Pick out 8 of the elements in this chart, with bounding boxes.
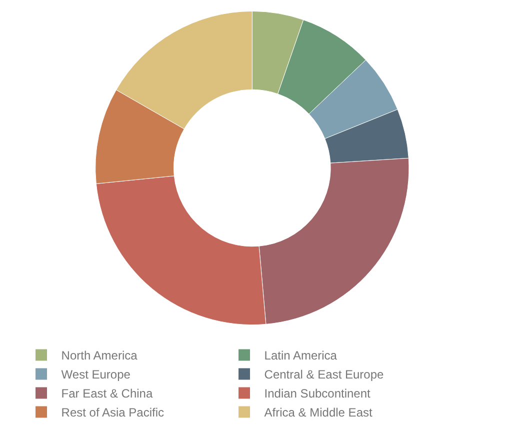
- legend-label: North America: [61, 348, 138, 363]
- legend-label: West Europe: [61, 368, 131, 382]
- legend-label: Far East & China: [61, 386, 153, 401]
- legend-label: Rest of Asia Pacific: [61, 406, 164, 420]
- legend-label: Africa & Middle East: [264, 406, 373, 420]
- legend-label: Latin America: [264, 348, 338, 363]
- legend-label: Indian Subcontinent: [264, 386, 372, 401]
- legend-label: Central & East Europe: [264, 368, 384, 382]
